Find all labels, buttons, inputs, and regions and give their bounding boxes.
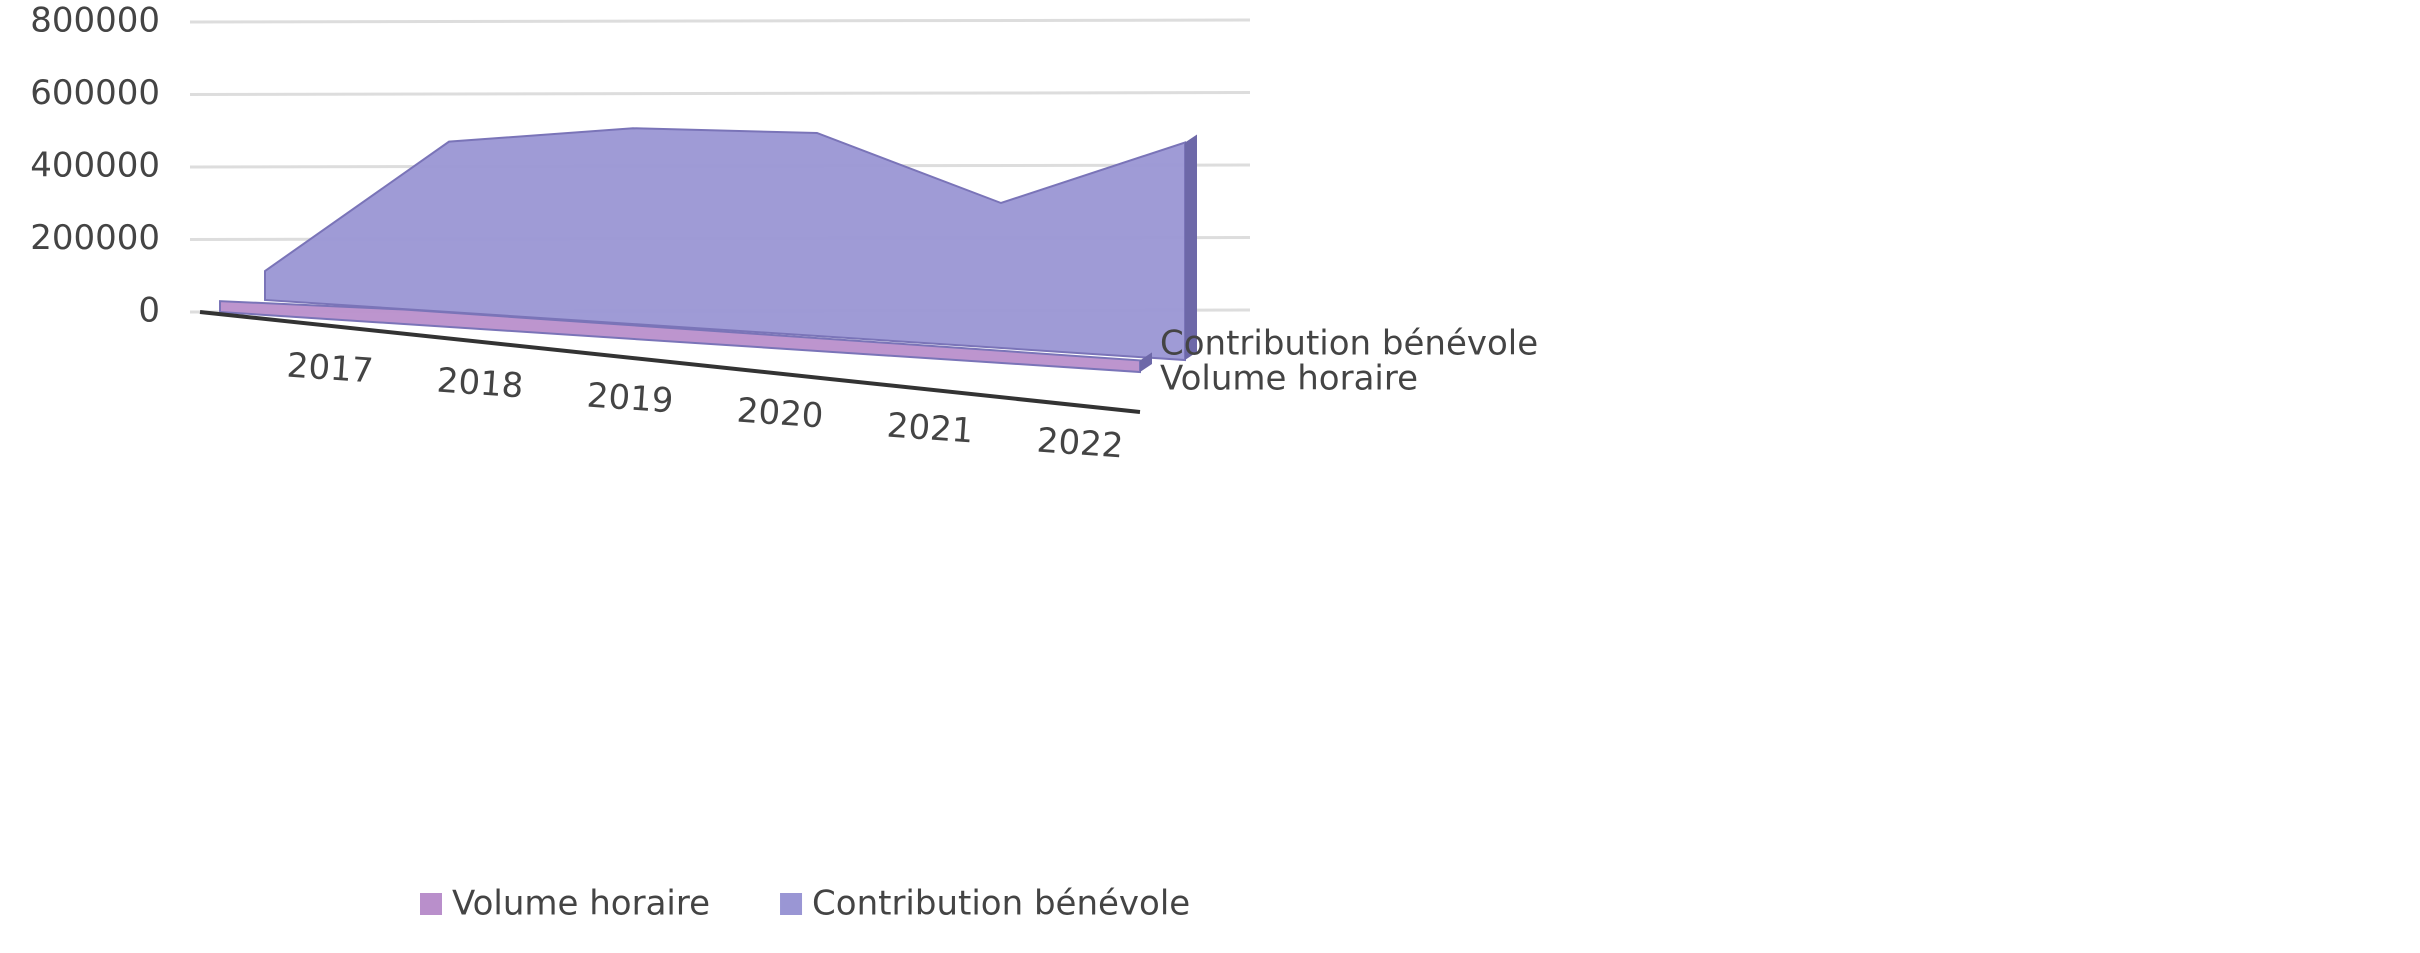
x-axis <box>199 310 1141 414</box>
legend-label: Contribution bénévole <box>812 884 1190 924</box>
area-side <box>1185 134 1197 360</box>
legend-swatch <box>420 893 442 915</box>
x-tick-label: 2020 <box>736 391 825 437</box>
legend-label: Volume horaire <box>452 884 710 924</box>
x-tick-label: 2021 <box>886 406 975 452</box>
area <box>264 127 1186 362</box>
y-tick-label: 200000 <box>30 218 160 258</box>
grid-line <box>189 18 1251 24</box>
grid-line <box>189 91 1251 96</box>
depth-label: Contribution bénévole <box>1160 324 1538 364</box>
x-tick-label: 2022 <box>1036 421 1125 467</box>
x-tick-label: 2018 <box>436 361 525 407</box>
depth-label: Volume horaire <box>1160 359 1418 399</box>
y-tick-label: 0 <box>138 291 160 331</box>
y-tick-label: 600000 <box>30 73 160 113</box>
y-tick-label: 800000 <box>30 1 160 41</box>
y-tick-label: 400000 <box>30 146 160 186</box>
x-tick-label: 2017 <box>286 346 375 392</box>
legend-swatch <box>780 893 803 915</box>
x-tick-label: 2019 <box>586 376 675 422</box>
area-side <box>1140 352 1152 372</box>
